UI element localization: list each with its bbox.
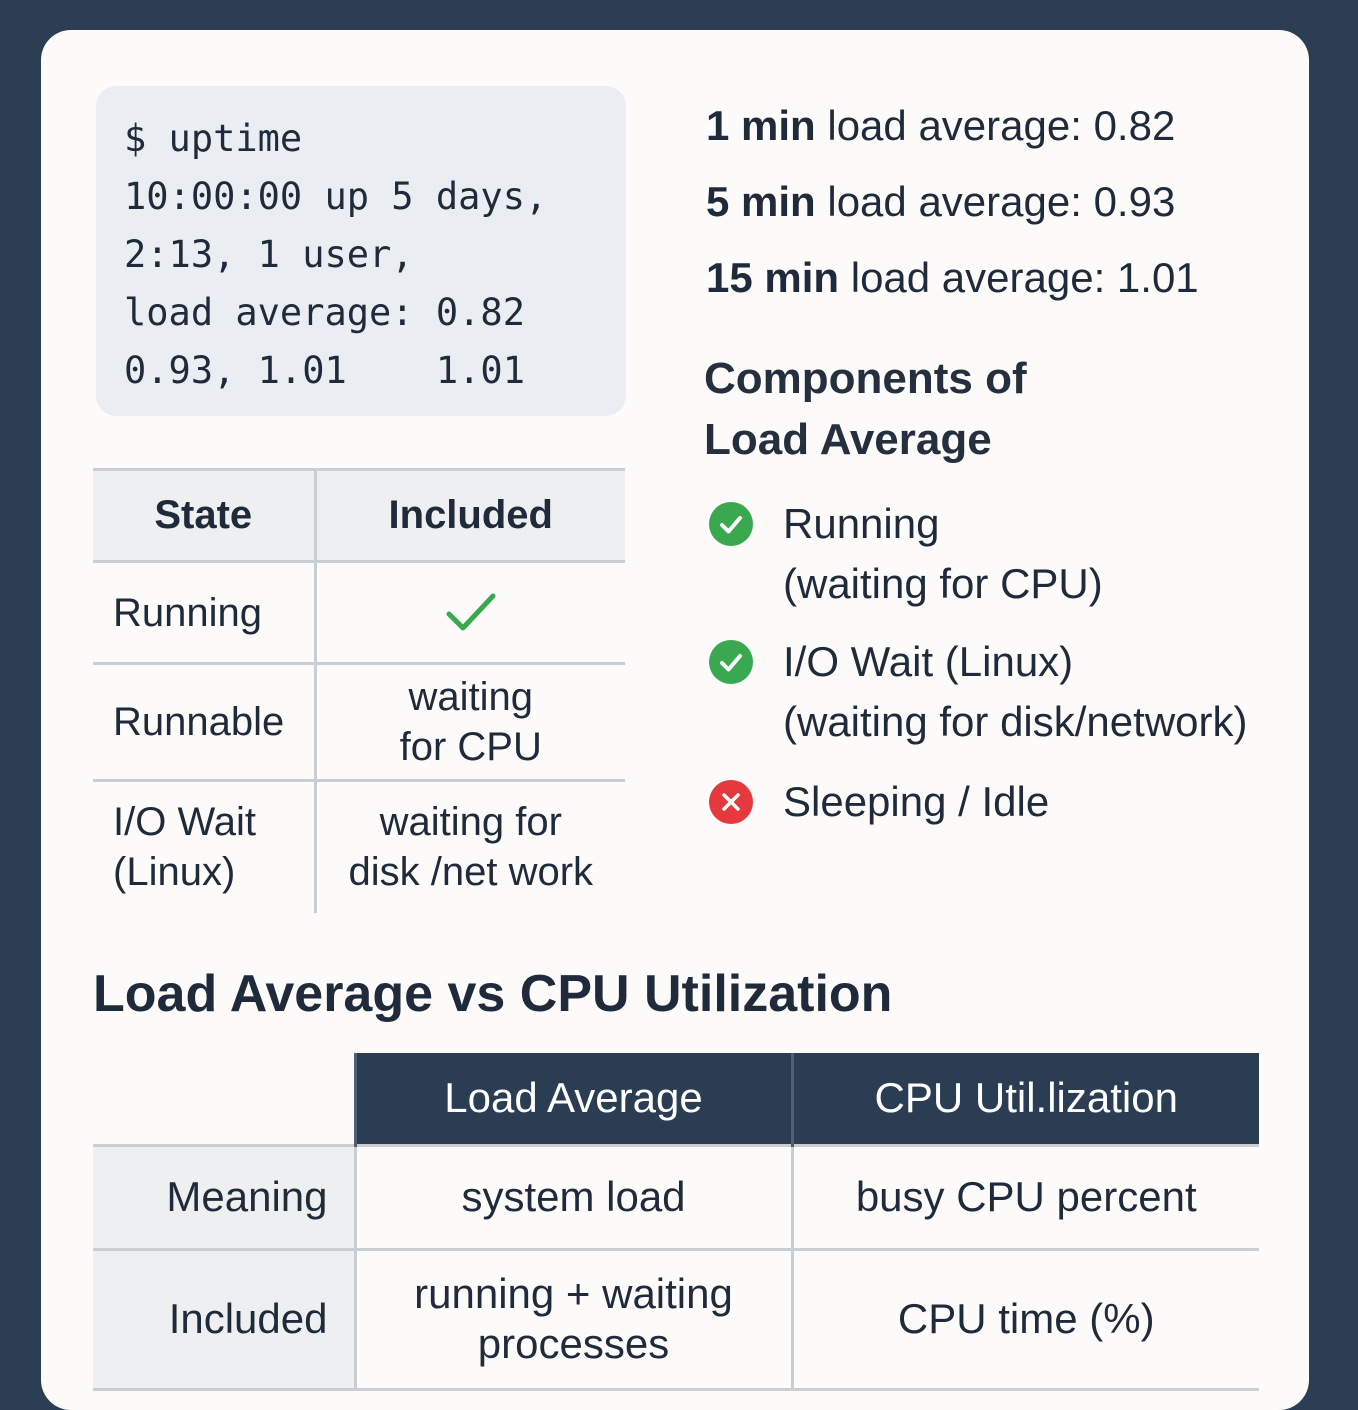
- load-cell: system load: [353, 1143, 792, 1251]
- load-average-list: 1 min load average: 0.82 5 min load aver…: [706, 98, 1199, 326]
- component-sleeping: Sleeping / Idle: [707, 772, 1307, 832]
- x-circle-icon: [709, 780, 753, 824]
- check-circle-icon: [709, 640, 753, 684]
- check-circle-icon: [709, 502, 753, 546]
- load-average-15min: 15 min load average: 1.01: [706, 250, 1199, 326]
- blank-header: [93, 1053, 355, 1145]
- terminal-line: load average: 0.82: [124, 291, 525, 334]
- component-detail: (waiting for disk/network): [783, 698, 1248, 745]
- terminal-line: $ uptime: [124, 117, 303, 160]
- cell-line: running + waiting: [414, 1270, 733, 1317]
- terminal-line: 2:13, 1 user,: [124, 233, 414, 276]
- components-title: Components of Load Average: [704, 348, 1104, 470]
- load-average-5min: 5 min load average: 0.93: [706, 174, 1199, 250]
- section-title: Load Average vs CPU Utilization: [93, 965, 893, 1023]
- table-row: Running: [93, 561, 625, 665]
- component-label: Running: [783, 500, 940, 547]
- load-average-1min: 1 min load average: 0.82: [706, 98, 1199, 174]
- cpu-cell: busy CPU percent: [790, 1143, 1259, 1251]
- interval-label: 5 min: [706, 178, 816, 225]
- cell-line: (Linux): [113, 850, 236, 895]
- interval-label: 15 min: [706, 254, 840, 301]
- cpu-utilization-header: CPU Util.lization: [790, 1053, 1259, 1145]
- cell-line: waiting for: [379, 800, 562, 845]
- load-value: load average: 0.82: [815, 102, 1176, 149]
- cell-line: waiting: [408, 675, 533, 719]
- cell-line: processes: [477, 1320, 670, 1367]
- comparison-table: Load Average CPU Util.lization Meaning s…: [93, 1053, 1259, 1391]
- cell-line: I/O Wait: [113, 800, 256, 845]
- terminal-output: $ uptime 10:00:00 up 5 days, 2:13, 1 user,…: [96, 86, 626, 416]
- component-label: Sleeping / Idle: [783, 778, 1050, 825]
- load-average-header: Load Average: [353, 1053, 792, 1145]
- load-value: load average: 1.01: [839, 254, 1199, 301]
- checkmark-icon: [315, 561, 625, 665]
- included-cell: waiting for CPU: [315, 663, 625, 782]
- table-row: Included running + waiting processes CPU…: [93, 1249, 1259, 1391]
- content-card: $ uptime 10:00:00 up 5 days, 2:13, 1 user,…: [41, 30, 1309, 1410]
- cpu-cell: CPU time (%): [790, 1249, 1259, 1391]
- included-cell: waiting for disk /net work: [315, 781, 625, 913]
- row-label: Meaning: [93, 1143, 355, 1251]
- component-label: I/O Wait (Linux): [783, 638, 1074, 685]
- state-table: State Included Running Runnable waiting …: [93, 468, 625, 913]
- component-detail: (waiting for CPU): [783, 560, 1103, 607]
- cell-line: disk /net work: [348, 850, 594, 895]
- title-line: Load Average: [704, 415, 992, 464]
- row-label: Included: [93, 1249, 355, 1391]
- included-header: Included: [315, 468, 625, 563]
- title-line: Components of: [704, 354, 1027, 403]
- component-running: Running (waiting for CPU): [707, 494, 1307, 614]
- load-cell: running + waiting processes: [353, 1249, 792, 1391]
- state-header: State: [93, 468, 317, 563]
- interval-label: 1 min: [706, 102, 816, 149]
- load-value: load average: 0.93: [815, 178, 1176, 225]
- cell-line: for CPU: [399, 725, 542, 769]
- terminal-line: 10:00:00 up 5 days,: [124, 175, 548, 218]
- terminal-line: 0.93, 1.01 1.01: [124, 349, 525, 392]
- component-io-wait: I/O Wait (Linux) (waiting for disk/netwo…: [707, 632, 1307, 752]
- table-row: Runnable waiting for CPU: [93, 663, 625, 782]
- state-cell: Runnable: [93, 663, 317, 782]
- components-list: Running (waiting for CPU) I/O Wait (Linu…: [707, 494, 1307, 832]
- table-row: Meaning system load busy CPU percent: [93, 1143, 1259, 1251]
- state-cell: Running: [93, 561, 317, 665]
- state-cell: I/O Wait (Linux): [93, 780, 317, 913]
- table-row: I/O Wait (Linux) waiting for disk /net w…: [93, 780, 625, 913]
